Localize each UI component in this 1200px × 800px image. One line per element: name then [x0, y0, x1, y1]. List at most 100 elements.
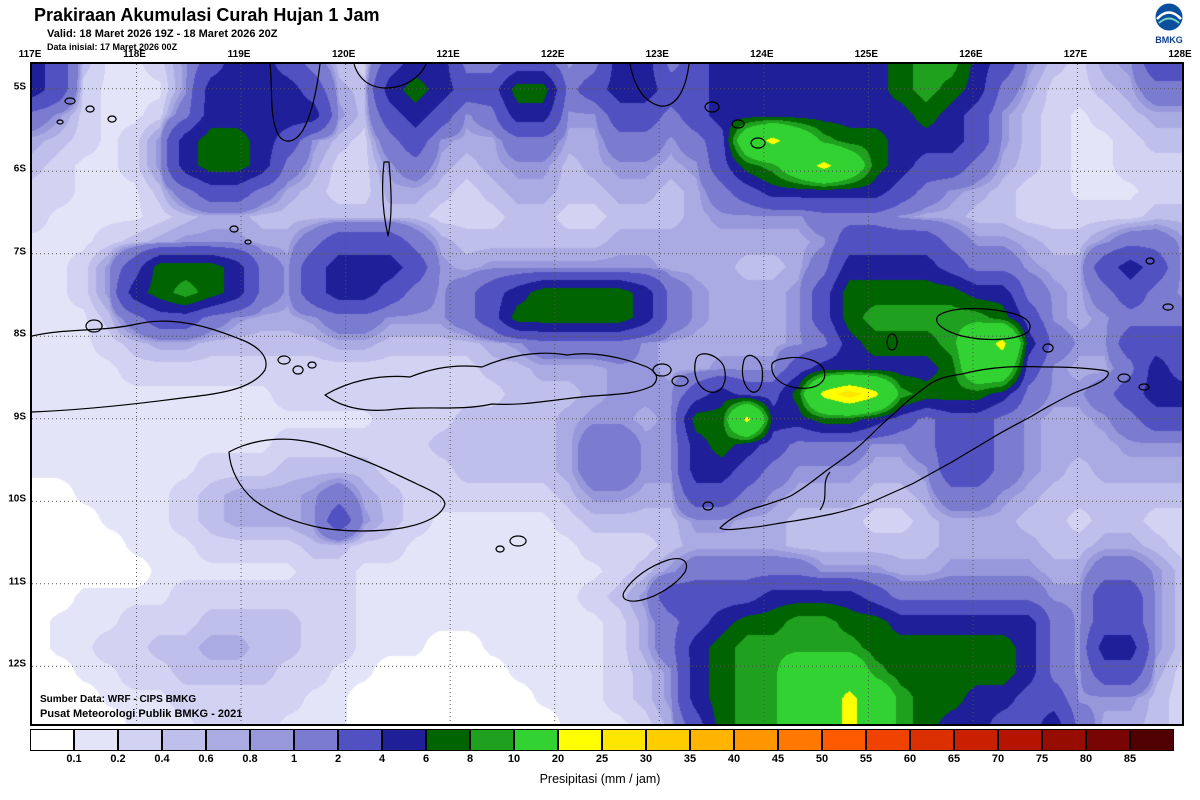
colorbar-box: [294, 729, 338, 751]
bmkg-logo: BMKG: [1146, 2, 1192, 45]
timor-leste-border: [819, 471, 831, 511]
latitude-label: 10S: [8, 493, 26, 505]
colorbar-box: [1086, 729, 1130, 751]
latitude-label: 5S: [13, 81, 26, 93]
semau-island: [702, 501, 714, 511]
colorbar-tick-label: 20: [551, 753, 565, 765]
colorbar-box: [338, 729, 382, 751]
colorbar-tick-label: 0.8: [242, 753, 258, 765]
sabalana-islands: [56, 97, 117, 125]
colorbar-box: [734, 729, 778, 751]
colorbar-tick-label: 50: [815, 753, 829, 765]
colorbar-tick-label: 75: [1035, 753, 1049, 765]
colorbar-box: [382, 729, 426, 751]
valid-time-line: Valid: 18 Maret 2026 19Z - 18 Maret 2026…: [47, 28, 278, 40]
colorbar-tick-label: 45: [771, 753, 785, 765]
colorbar-box: [602, 729, 646, 751]
tengah-islands: [229, 225, 252, 245]
colorbar-tick-label: 80: [1079, 753, 1093, 765]
latitude-label: 12S: [8, 658, 26, 670]
colorbar-tick-label: 25: [595, 753, 609, 765]
init-time-line: Data inisial: 17 Maret 2026 00Z: [47, 42, 178, 52]
colorbar-title: Presipitasi (mm / jam): [539, 772, 661, 786]
colorbar-box: [206, 729, 250, 751]
longitude-label: 120E: [331, 49, 356, 60]
longitude-label: 125E: [854, 49, 879, 60]
page-title: Prakiraan Akumulasi Curah Hujan 1 Jam: [34, 5, 380, 25]
longitude-label: 128E: [1168, 49, 1192, 60]
outer-islands-ne: [1145, 257, 1174, 311]
colorbar-box: [1130, 729, 1174, 751]
colorbar-tick-label: 10: [507, 753, 521, 765]
rote-island: [622, 558, 688, 602]
colorbar-box: [558, 729, 602, 751]
selayar-island: [381, 161, 392, 237]
bone-gulf-coast: [353, 64, 427, 89]
colorbar-box: [866, 729, 910, 751]
latitude-label: 11S: [8, 576, 26, 588]
longitude-label: 117E: [18, 49, 42, 60]
latitude-label: 6S: [13, 163, 26, 175]
colorbar-box: [822, 729, 866, 751]
sumbawa-east: [32, 320, 267, 413]
latitude-label: 7S: [13, 246, 26, 258]
colorbar-box: [426, 729, 470, 751]
colorbar-box: [954, 729, 998, 751]
kisar-leti-islands: [1042, 343, 1150, 391]
longitude-label: 122E: [541, 49, 565, 60]
colorbar-box: [910, 729, 954, 751]
colorbar-tick-label: 30: [639, 753, 653, 765]
sumba-island: [228, 438, 446, 532]
wetar-island: [936, 307, 1031, 341]
longitude-label: 118E: [123, 49, 146, 60]
lembata-island: [694, 353, 726, 393]
latitude-label: 8S: [13, 328, 26, 340]
bmkg-logo-icon: [1155, 3, 1183, 31]
colorbar-tick-label: 40: [727, 753, 741, 765]
latitude-label: 9S: [13, 411, 26, 423]
alor-island: [771, 356, 826, 389]
colorbar-box: [74, 729, 118, 751]
pantar-island: [741, 354, 764, 393]
publisher-line: Pusat Meteorologi Publik BMKG - 2021: [40, 708, 243, 720]
timor-island: [719, 365, 1109, 531]
colorbar-box: [646, 729, 690, 751]
wakatobi-islands: [704, 101, 766, 149]
longitude-label: 121E: [436, 49, 460, 60]
longitude-label: 123E: [645, 49, 669, 60]
colorbar-box: [778, 729, 822, 751]
longitude-label: 124E: [750, 49, 774, 60]
colorbar-tick-label: 0.6: [198, 753, 214, 765]
colorbar-tick-label: 70: [991, 753, 1005, 765]
colorbar-tick-label: 6: [422, 753, 430, 765]
colorbar-tick-label: 8: [466, 753, 474, 765]
colorbar-tick-label: 2: [334, 753, 342, 765]
colorbar-tick-label: 35: [683, 753, 697, 765]
komodo-islands: [277, 355, 317, 375]
longitude-label: 127E: [1063, 49, 1088, 60]
colorbar-box: [690, 729, 734, 751]
flores-island: [324, 352, 658, 411]
colorbar: [30, 729, 1174, 751]
source-data-line: Sumber Data: WRF - CIPS BMKG: [40, 694, 197, 705]
colorbar-box: [470, 729, 514, 751]
colorbar-tick-label: 4: [378, 753, 386, 765]
colorbar-box: [1042, 729, 1086, 751]
precipitation-field: [32, 64, 1182, 724]
map-frame: Sumber Data: WRF - CIPS BMKG Pusat Meteo…: [30, 62, 1184, 726]
colorbar-box: [162, 729, 206, 751]
colorbar-box: [30, 729, 74, 751]
colorbar-tick-label: 0.4: [154, 753, 170, 765]
buton-coast: [629, 64, 690, 107]
colorbar-box: [514, 729, 558, 751]
colorbar-tick-label: 0.2: [110, 753, 126, 765]
longitude-label: 119E: [227, 49, 251, 60]
colorbar-tick-label: 65: [947, 753, 961, 765]
sulawesi-sw-peninsula: [269, 64, 321, 142]
solor-adonara-islands: [652, 363, 689, 387]
colorbar-box: [998, 729, 1042, 751]
colorbar-tick-label: 85: [1123, 753, 1137, 765]
colorbar-box: [118, 729, 162, 751]
moyo-island: [85, 319, 103, 333]
atauro-island: [886, 333, 898, 351]
